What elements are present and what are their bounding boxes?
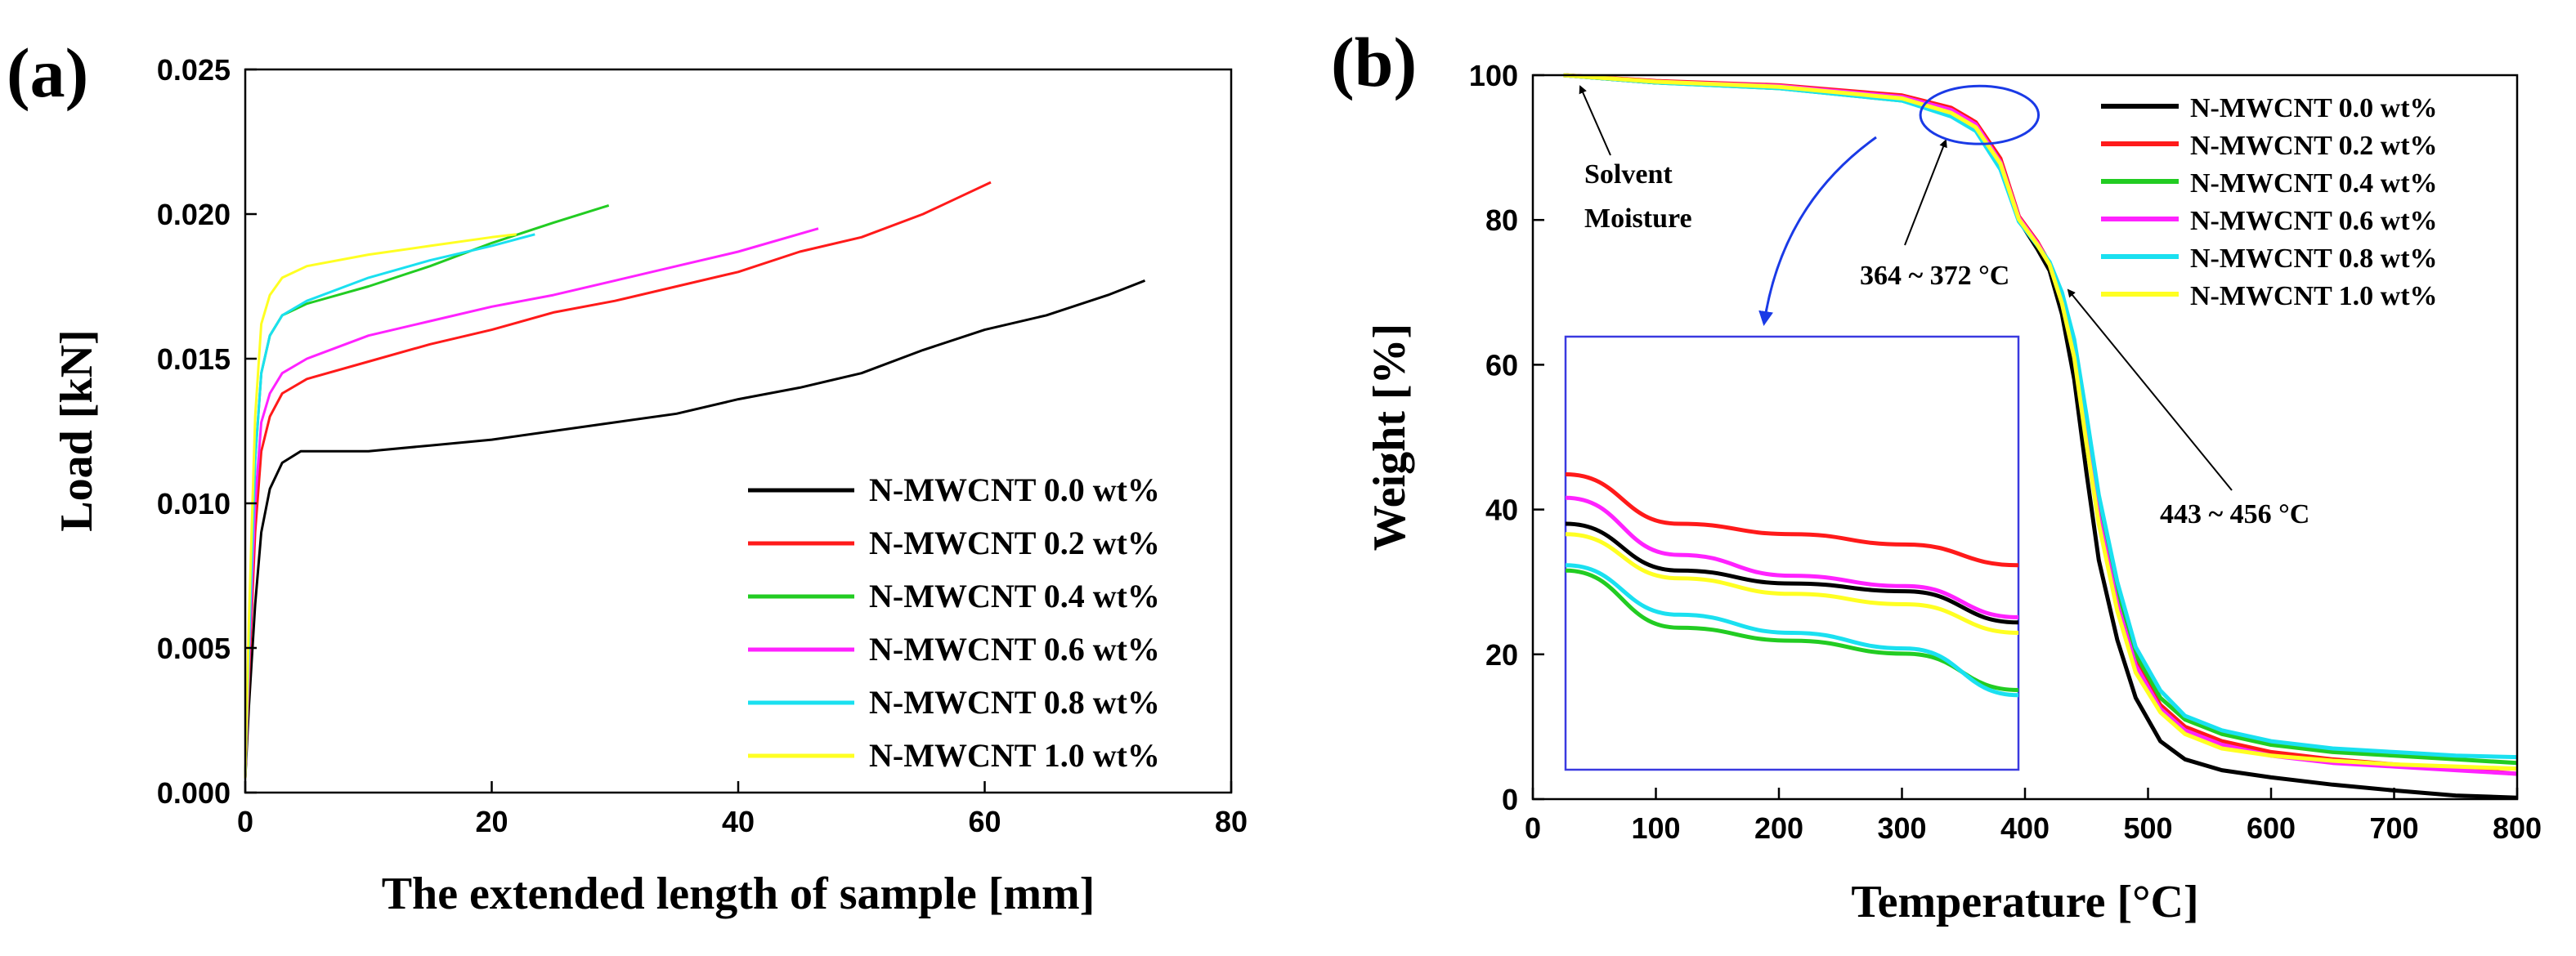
panel-b-ytick-label: 100 — [1469, 59, 1518, 92]
panel-a-xtick-label: 20 — [475, 805, 508, 838]
panel-b-legend: N-MWCNT 0.0 wt% N-MWCNT 0.2 wt% N-MWCNT 0.… — [2101, 93, 2438, 311]
panel-b-xlabel: Temperature [°C] — [1851, 877, 2198, 927]
panel-a-series-n-mwcnt-0-4-wt — [244, 203, 610, 779]
panel-a-ytick-label: 0.025 — [157, 53, 231, 87]
panel-b-legend-label-n-mwcnt-0-2-wt: N-MWCNT 0.2 wt% — [2190, 131, 2438, 161]
panel-a-ytick-label: 0.010 — [157, 487, 231, 520]
inset-curves — [1565, 472, 2019, 698]
panel-b-legend-label-n-mwcnt-0-0-wt: N-MWCNT 0.0 wt% — [2190, 93, 2438, 123]
inset-series-n-mwcnt-0-0-wt — [1565, 521, 2019, 625]
inset-series-n-mwcnt-0-6-wt — [1565, 495, 2019, 619]
annotation-moisture: Moisture — [1584, 203, 1692, 234]
panel-a-ytick-label: 0.020 — [157, 198, 231, 231]
panel-b-legend-label-n-mwcnt-0-4-wt: N-MWCNT 0.4 wt% — [2190, 168, 2438, 199]
panel-a-series-n-mwcnt-0-2-wt — [244, 181, 992, 779]
panel-b-curves — [1563, 73, 2518, 800]
panel-a-series-n-mwcnt-0-0-wt — [244, 279, 1146, 779]
panel-a-label: (a) — [7, 34, 88, 112]
panel-a-xtick-label: 40 — [722, 805, 755, 838]
panel-b-annotations: Solvent Moisture 364 ~ 372 °C 443 ~ 456 … — [1579, 84, 2309, 529]
panel-a-legend-label-n-mwcnt-0-8-wt: N-MWCNT 0.8 wt% — [869, 684, 1160, 721]
annotation-364-372: 364 ~ 372 °C — [1860, 261, 2009, 291]
panel-b-ticks: 0 100 200 300 400 500 600 700 800 0 20 40 60 80 100 — [1469, 59, 2542, 845]
panel-b-xtick-label: 600 — [2247, 811, 2296, 845]
panel-a-series-n-mwcnt-0-8-wt — [244, 233, 535, 779]
panel-b-ytick-label: 80 — [1485, 203, 1518, 237]
panel-b-ytick-label: 40 — [1485, 494, 1518, 527]
inset-series-n-mwcnt-1-0-wt — [1565, 532, 2019, 635]
arrow-solvent — [1579, 85, 1611, 156]
panel-a-legend-label-n-mwcnt-0-6-wt: N-MWCNT 0.6 wt% — [869, 631, 1160, 668]
panel-a-legend-label-n-mwcnt-0-2-wt: N-MWCNT 0.2 wt% — [869, 525, 1160, 561]
annotation-solvent: Solvent — [1584, 159, 1673, 190]
panel-b-ytick-label: 20 — [1485, 638, 1518, 672]
panel-a: (a) 0 20 40 60 80 0.000 0.005 0.010 0.015 0.020 0.… — [7, 34, 1248, 919]
panel-a-ytick-label: 0.005 — [157, 632, 231, 665]
panel-a-series-n-mwcnt-1-0-wt — [244, 233, 517, 779]
panel-a-xtick-label: 0 — [237, 805, 253, 838]
panel-a-legend-label-n-mwcnt-0-4-wt: N-MWCNT 0.4 wt% — [869, 578, 1160, 614]
panel-b-series-n-mwcnt-1-0-wt — [1563, 73, 2518, 771]
highlight-ellipse — [1919, 84, 2041, 145]
panel-a-curves — [244, 181, 1146, 779]
panel-b-xtick-label: 800 — [2493, 811, 2542, 845]
panel-b-xtick-label: 300 — [1877, 811, 1926, 845]
panel-a-series-n-mwcnt-0-6-wt — [244, 227, 819, 779]
inset-series-n-mwcnt-0-4-wt — [1565, 568, 2019, 692]
panel-b-xtick-label: 200 — [1754, 811, 1803, 845]
inset-series-n-mwcnt-0-2-wt — [1565, 472, 2019, 568]
panel-b-series-n-mwcnt-0-8-wt — [1563, 73, 2518, 760]
panel-b: (b) 0 100 200 300 400 500 600 700 800 0 20 40 60 80 10… — [1331, 23, 2542, 927]
panel-b-xtick-label: 500 — [2123, 811, 2172, 845]
annotation-443-456: 443 ~ 456 °C — [2160, 499, 2309, 529]
arrow-364-372 — [1904, 139, 1947, 246]
panel-a-xtick-label: 60 — [968, 805, 1001, 838]
panel-b-legend-label-n-mwcnt-0-8-wt: N-MWCNT 0.8 wt% — [2190, 243, 2438, 274]
panel-a-ytick-label: 0.015 — [157, 342, 231, 376]
panel-b-label: (b) — [1331, 23, 1417, 101]
inset-frame — [1564, 335, 2020, 771]
panel-b-ylabel: Weight [%] — [1364, 324, 1415, 551]
panel-a-ticks: 0 20 40 60 80 0.000 0.005 0.010 0.015 0.020 0.025 — [157, 53, 1248, 838]
panel-a-ylabel: Load [kN] — [52, 329, 102, 531]
panel-a-xlabel: The extended length of sample [mm] — [382, 869, 1095, 919]
panel-a-legend-label-n-mwcnt-0-0-wt: N-MWCNT 0.0 wt% — [869, 471, 1160, 508]
panel-a-xtick-label: 80 — [1215, 805, 1248, 838]
arrow-443-456 — [2067, 288, 2233, 491]
panel-b-inset — [1564, 335, 2020, 771]
panel-a-legend: N-MWCNT 0.0 wt% N-MWCNT 0.2 wt% N-MWCNT 0.… — [748, 471, 1160, 774]
panel-a-legend-label-n-mwcnt-1-0-wt: N-MWCNT 1.0 wt% — [869, 737, 1160, 774]
panel-a-ytick-label: 0.000 — [157, 776, 231, 810]
zoom-arrow — [1758, 136, 1877, 326]
panel-b-legend-label-n-mwcnt-1-0-wt: N-MWCNT 1.0 wt% — [2190, 281, 2438, 311]
panel-b-xtick-label: 700 — [2369, 811, 2418, 845]
panel-b-xtick-label: 0 — [1525, 811, 1541, 845]
panel-b-ytick-label: 60 — [1485, 348, 1518, 382]
panel-b-xtick-label: 400 — [2000, 811, 2050, 845]
inset-series-n-mwcnt-0-8-wt — [1565, 563, 2019, 698]
panel-b-legend-label-n-mwcnt-0-6-wt: N-MWCNT 0.6 wt% — [2190, 206, 2438, 236]
panel-b-xtick-label: 100 — [1631, 811, 1680, 845]
panel-b-ytick-label: 0 — [1502, 783, 1518, 816]
